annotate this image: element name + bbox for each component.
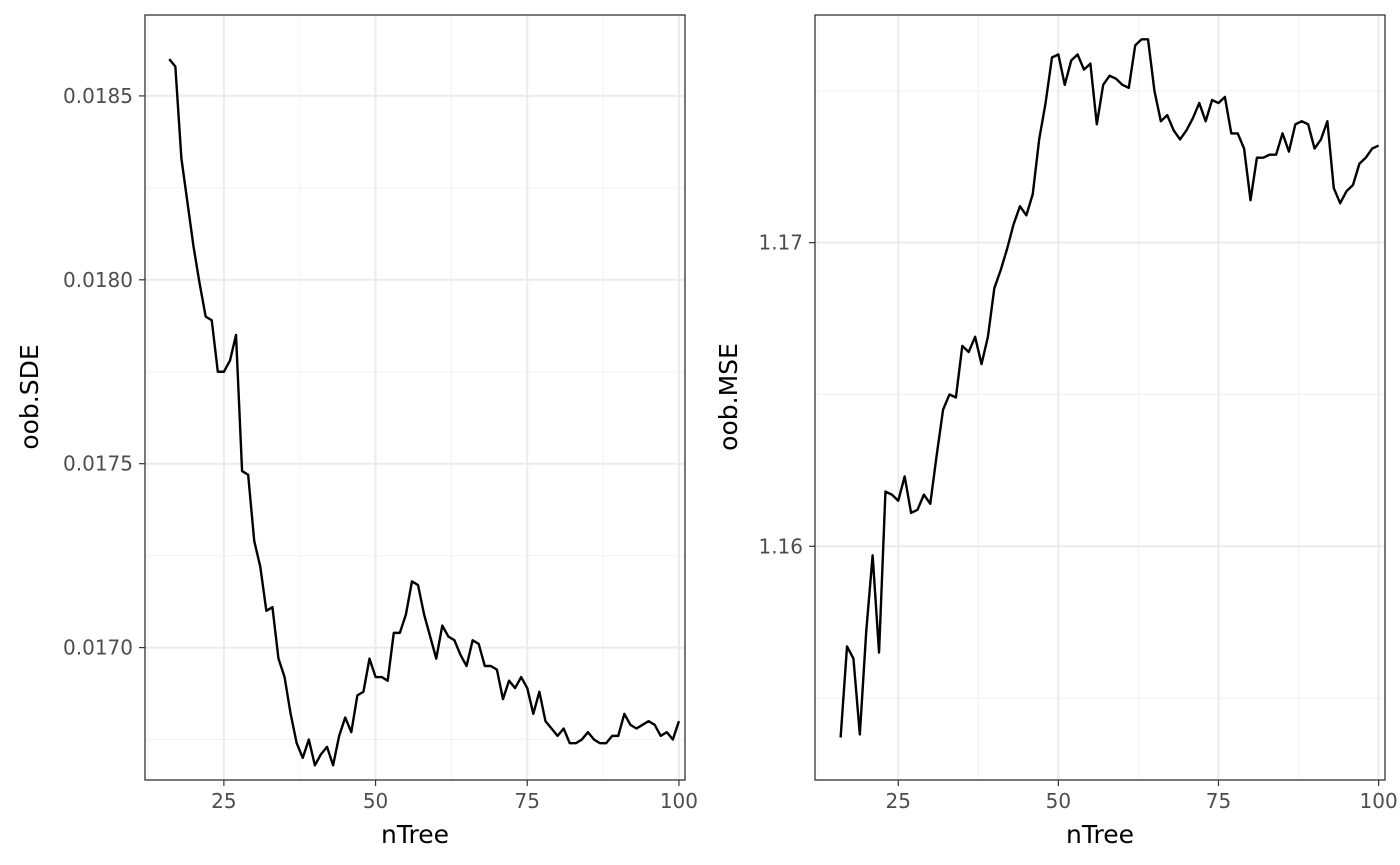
y-tick-label: 0.0185 (63, 84, 133, 108)
series-line (839, 38, 1380, 738)
y-tick-label: 1.16 (758, 534, 803, 558)
panel-right: 25 50 75 100 1.16 1.17 nTree oob.MSE (714, 14, 1398, 849)
x-tick-label: 50 (363, 789, 388, 813)
x-tick-label: 25 (211, 789, 236, 813)
plot-area: 25 50 75 100 0.0170 0.0175 0.0180 0.0185 (63, 14, 698, 813)
x-axis-title: nTree (1066, 820, 1134, 849)
x-axis-title: nTree (381, 820, 449, 849)
y-axis-title: oob.MSE (714, 343, 743, 451)
y-tick-label: 0.0170 (63, 636, 133, 660)
panel-background (815, 15, 1385, 780)
y-tick-label: 1.17 (758, 231, 803, 255)
panel-background (145, 15, 685, 780)
x-tick-label: 50 (1046, 789, 1071, 813)
series-line (168, 58, 681, 767)
x-tick-label: 100 (660, 789, 698, 813)
x-tick-label: 25 (886, 789, 911, 813)
x-tick-label: 75 (1206, 789, 1231, 813)
plot-area: 25 50 75 100 1.16 1.17 (758, 14, 1398, 813)
y-tick-label: 0.0180 (63, 268, 133, 292)
x-tick-label: 100 (1360, 789, 1398, 813)
panel-border (144, 14, 686, 781)
panel-border (814, 14, 1386, 781)
y-tick-label: 0.0175 (63, 452, 133, 476)
x-tick-label: 75 (515, 789, 540, 813)
y-axis-title: oob.SDE (15, 344, 44, 449)
